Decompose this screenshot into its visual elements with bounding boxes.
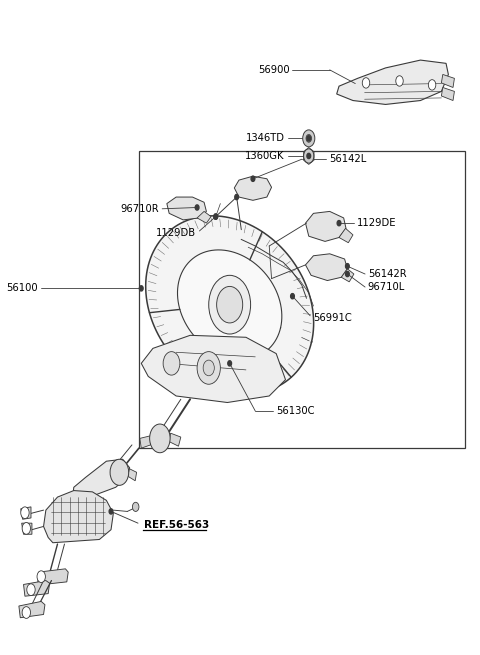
Circle shape <box>22 523 31 534</box>
Text: 96710L: 96710L <box>368 282 405 292</box>
Circle shape <box>21 507 29 519</box>
Polygon shape <box>141 335 286 403</box>
Circle shape <box>228 361 231 366</box>
Circle shape <box>214 214 217 219</box>
Circle shape <box>203 360 214 376</box>
Text: 96710R: 96710R <box>121 204 159 214</box>
Polygon shape <box>197 212 211 223</box>
Circle shape <box>346 263 349 269</box>
Circle shape <box>303 130 315 147</box>
Polygon shape <box>102 471 111 483</box>
Circle shape <box>27 584 35 595</box>
Circle shape <box>235 195 239 200</box>
Circle shape <box>214 214 217 219</box>
Polygon shape <box>44 491 113 543</box>
Text: 56100: 56100 <box>6 284 38 293</box>
Circle shape <box>139 286 143 291</box>
Text: 1360GK: 1360GK <box>245 151 285 161</box>
Polygon shape <box>167 197 206 220</box>
Polygon shape <box>234 176 272 200</box>
Circle shape <box>396 76 403 86</box>
Circle shape <box>37 571 46 582</box>
Circle shape <box>150 424 170 453</box>
Polygon shape <box>21 507 31 519</box>
Circle shape <box>209 275 251 334</box>
Circle shape <box>109 509 113 514</box>
Polygon shape <box>37 569 68 585</box>
Polygon shape <box>24 580 49 596</box>
Polygon shape <box>140 436 151 448</box>
Text: 56142R: 56142R <box>368 269 407 279</box>
Bar <box>139 151 465 448</box>
Text: REF.56-563: REF.56-563 <box>144 520 209 530</box>
Circle shape <box>290 293 294 299</box>
Circle shape <box>251 176 255 181</box>
Polygon shape <box>442 75 455 88</box>
Polygon shape <box>128 468 137 481</box>
Circle shape <box>307 153 311 159</box>
Circle shape <box>362 78 370 88</box>
Polygon shape <box>339 229 353 243</box>
Polygon shape <box>73 459 130 500</box>
Circle shape <box>163 352 180 375</box>
Circle shape <box>307 136 311 141</box>
Circle shape <box>337 221 341 226</box>
Text: 56142L: 56142L <box>329 154 366 164</box>
Circle shape <box>428 80 436 90</box>
Circle shape <box>304 149 314 163</box>
Polygon shape <box>341 269 354 282</box>
Polygon shape <box>146 216 313 394</box>
Text: 56991C: 56991C <box>313 312 352 323</box>
Polygon shape <box>305 212 346 242</box>
Polygon shape <box>178 250 282 360</box>
Circle shape <box>306 134 312 142</box>
Circle shape <box>197 352 220 384</box>
Text: 56130C: 56130C <box>276 406 314 416</box>
Text: 1129DB: 1129DB <box>156 228 196 238</box>
Circle shape <box>346 271 349 276</box>
Text: 56900: 56900 <box>259 65 290 75</box>
Text: 1346TD: 1346TD <box>246 134 285 143</box>
Circle shape <box>216 286 243 323</box>
Polygon shape <box>19 601 45 618</box>
Circle shape <box>195 205 199 210</box>
Polygon shape <box>22 523 32 534</box>
Circle shape <box>132 502 139 512</box>
Polygon shape <box>305 253 348 280</box>
Circle shape <box>110 459 129 485</box>
Polygon shape <box>336 60 448 104</box>
Polygon shape <box>442 88 455 100</box>
Circle shape <box>22 607 31 618</box>
Polygon shape <box>169 433 181 446</box>
Text: 1129DE: 1129DE <box>357 218 396 228</box>
